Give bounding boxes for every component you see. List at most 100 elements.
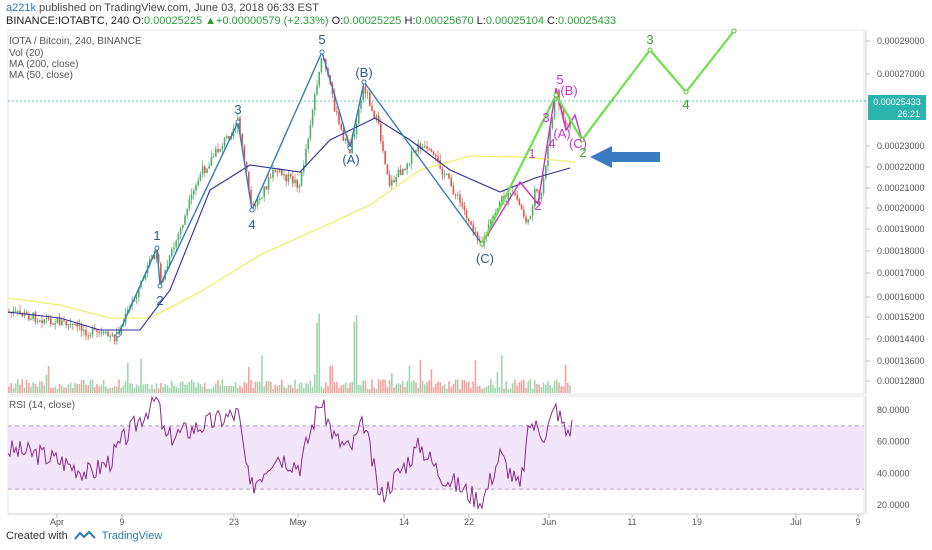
candle-body [144, 273, 147, 280]
legend-ma50[interactable]: MA (50, close) [9, 70, 73, 81]
candle-body [384, 150, 386, 165]
candle-body [39, 320, 41, 322]
candle-body [336, 111, 338, 113]
candle-body [501, 196, 503, 202]
volume-bar [270, 381, 272, 393]
volume-bar [349, 382, 351, 393]
high-label: H: [404, 15, 416, 27]
rsi-band [8, 425, 864, 490]
volume-bar [369, 388, 371, 393]
candle-body [465, 210, 468, 219]
up-triangle-icon: ▲ [205, 15, 217, 27]
candle-body [212, 156, 215, 158]
candle-body [263, 186, 265, 198]
candle-body [259, 198, 261, 200]
volume-bar [39, 381, 41, 393]
candle-body [410, 151, 413, 164]
volume-bar [512, 383, 514, 393]
volume-bar [184, 384, 186, 393]
volume-bar [160, 383, 162, 393]
volume-bar [190, 379, 193, 393]
candle-body [281, 168, 283, 175]
candle-body [360, 100, 362, 109]
volume-bar [479, 385, 481, 393]
volume-bar [505, 381, 507, 393]
candle-body [342, 129, 345, 141]
volume-bar [98, 386, 100, 393]
volume-bar [259, 381, 261, 393]
candle-body [338, 111, 340, 125]
magenta-wave-label: (C) [569, 136, 587, 151]
volume-bar [364, 380, 367, 393]
volume-bar [287, 384, 290, 393]
time-tick-label: 9 [855, 517, 860, 527]
volume-bar [490, 379, 492, 393]
volume-bar [421, 380, 424, 393]
volume-bar [199, 383, 202, 393]
legend-ma200[interactable]: MA (200, close) [9, 59, 79, 70]
volume-bar [45, 374, 48, 393]
candle-body [355, 123, 358, 135]
legend-rsi[interactable]: RSI (14, close) [9, 400, 76, 411]
candle-body [545, 165, 547, 179]
volume-bar [296, 388, 298, 393]
candle-body [243, 145, 246, 163]
time-tick-label: Apr [50, 517, 64, 527]
price-tick-label: 0.00019000 [877, 224, 925, 234]
volume-bar [173, 385, 175, 393]
tradingview-brand-link[interactable]: TradingView [101, 530, 163, 542]
time-axis: Apr 9 23 May 14 22 Jun 11 19 Jul 9 [8, 513, 864, 527]
close-value: 0.00025433 [558, 15, 617, 27]
candle-body [375, 115, 378, 119]
volume-bar [65, 387, 67, 393]
blue-wave-node [157, 283, 163, 289]
volume-bar [131, 383, 133, 393]
author-link[interactable]: a221k [6, 2, 36, 14]
candle-body [151, 254, 153, 259]
volume-bar [283, 386, 285, 393]
volume-bar [562, 386, 565, 393]
volume-bar [430, 369, 433, 393]
volume-bar [531, 388, 534, 393]
volume-bar [223, 386, 226, 393]
candle-body [452, 186, 455, 195]
volume-bar [228, 385, 230, 393]
volume-bar [76, 383, 78, 393]
volume-bar [355, 315, 358, 393]
volume-bar [234, 382, 237, 393]
candle-body [182, 225, 184, 229]
volume-bar [72, 388, 74, 393]
candle-body [272, 169, 274, 178]
candle-body [179, 228, 182, 235]
volume-bar [67, 384, 70, 393]
blue-wave-label: (C) [476, 251, 494, 266]
candle-body [195, 185, 197, 191]
candle-body [30, 318, 32, 320]
volume-bar [514, 379, 516, 393]
blue-wave-node [235, 119, 241, 125]
candle-body [261, 197, 263, 199]
candle-body [344, 138, 347, 141]
volume-bar [201, 386, 204, 393]
candle-body [254, 205, 257, 207]
volume-bar [353, 321, 356, 393]
candle-body [536, 189, 538, 192]
volume-bar [25, 379, 28, 393]
volume-bar [560, 386, 562, 393]
candle-body [494, 213, 496, 216]
legend-vol[interactable]: Vol (20) [9, 48, 44, 59]
volume-bar [553, 380, 556, 393]
volume-bar [252, 387, 254, 393]
volume-bar [322, 388, 325, 393]
candle-body [199, 173, 202, 181]
legend-title[interactable]: IOTA / Bitcoin, 240, BINANCE [9, 36, 142, 47]
volume-bar [149, 388, 151, 393]
magenta-wave-label: (B) [560, 83, 577, 98]
candle-body [437, 156, 439, 161]
publish-info: a221k published on TradingView.com, June… [6, 2, 319, 14]
magenta-wave-label: 4 [548, 136, 555, 151]
candle-body [241, 133, 243, 146]
candle-body [380, 123, 382, 142]
volume-bar [523, 379, 525, 393]
